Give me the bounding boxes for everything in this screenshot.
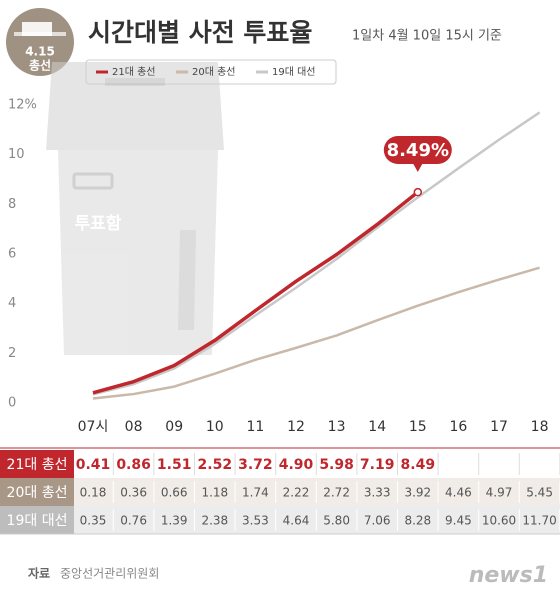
- x-tick-label: 16: [449, 419, 467, 435]
- legend-label: 19대 대선: [272, 66, 316, 78]
- y-tick-label: 2: [8, 346, 16, 361]
- x-tick-label: 10: [206, 419, 224, 435]
- table-row-label: 20대 총선: [7, 485, 68, 501]
- y-tick-label: 12%: [8, 98, 37, 113]
- table-row-bg: [0, 506, 560, 534]
- table-row-label: 21대 총선: [7, 457, 68, 473]
- ballot-box: 투표함: [46, 62, 224, 355]
- x-tick-label: 08: [125, 419, 143, 435]
- table-cell: 2.72: [323, 486, 350, 500]
- table-cell: 2.38: [201, 514, 228, 528]
- callout-pointer: [412, 163, 423, 172]
- chart-subtitle: 1일차 4월 10일 15시 기준: [352, 29, 502, 44]
- table-cell: 10.60: [482, 514, 516, 528]
- series-line: [92, 266, 540, 400]
- table-cell: 7.06: [364, 514, 391, 528]
- table-cell: 4.97: [486, 486, 513, 500]
- y-tick-label: 8: [8, 197, 16, 212]
- y-tick-label: 4: [8, 296, 16, 311]
- table-cell: 11.70: [522, 514, 556, 528]
- series-line: [92, 111, 541, 396]
- table-cell: 0.76: [120, 514, 147, 528]
- x-tick-label: 18: [531, 419, 549, 435]
- table-cell: 9.45: [445, 514, 472, 528]
- series-line: [92, 190, 419, 395]
- x-tick-label: 12: [287, 419, 305, 435]
- chart-title: 시간대별 사전 투표율: [88, 18, 312, 47]
- legend-label: 21대 총선: [112, 66, 156, 78]
- table-row-bg: [0, 450, 560, 478]
- y-tick-label: 10: [8, 147, 25, 162]
- table-cell: 5.45: [526, 486, 553, 500]
- table-cell: 5.98: [319, 457, 354, 473]
- table-cell: 1.18: [201, 486, 228, 500]
- legend-label: 20대 총선: [192, 66, 236, 78]
- table-cell: 1.74: [242, 486, 269, 500]
- badge: 4.15 총선: [6, 8, 74, 76]
- table-cell: 1.39: [161, 514, 188, 528]
- point-marker: [413, 187, 423, 197]
- table-row-head: [0, 478, 74, 506]
- table-cell: 2.22: [283, 486, 310, 500]
- x-tick-label: 14: [368, 419, 386, 435]
- x-tick-label: 13: [328, 419, 346, 435]
- logo: news1: [469, 563, 548, 588]
- x-tick-label: 17: [490, 419, 508, 435]
- table-cell: 0.35: [80, 514, 107, 528]
- table-row-label: 19대 대선: [7, 513, 68, 529]
- x-tick-label: 09: [165, 419, 183, 435]
- table-cell: 4.46: [445, 486, 472, 500]
- badge-text: 4.15: [25, 45, 55, 59]
- table-cell: 0.36: [120, 486, 147, 500]
- ballot-box-side: [178, 230, 196, 330]
- source: 중앙선거관리위원회: [60, 567, 159, 581]
- table-cell: 8.28: [404, 514, 431, 528]
- table-cell: 3.53: [242, 514, 269, 528]
- table-cell: 1.51: [157, 457, 192, 473]
- table-cell: 5.80: [323, 514, 350, 528]
- ballot-box-body: [58, 150, 218, 355]
- y-tick-label: 6: [8, 247, 16, 262]
- table-cell: 4.64: [283, 514, 310, 528]
- table-cell: 0.86: [116, 457, 151, 473]
- table-cell: 0.66: [161, 486, 188, 500]
- callout-text: 8.49%: [387, 140, 449, 161]
- table-cell: 2.52: [198, 457, 233, 473]
- source-label: 자료: [28, 566, 50, 581]
- x-tick-label: 15: [409, 419, 427, 435]
- table-row-bg: [0, 478, 560, 506]
- callout-box: [383, 136, 452, 164]
- x-tick-label: 11: [246, 419, 264, 435]
- table-cell: 3.92: [404, 486, 431, 500]
- table-cell: 3.72: [238, 457, 273, 473]
- table-cell: 4.90: [279, 457, 314, 473]
- ballot-box-handle: [72, 172, 114, 190]
- table-cell: 7.19: [360, 457, 395, 473]
- y-tick-label: 0: [8, 396, 16, 411]
- table-cell: 0.18: [80, 486, 107, 500]
- ballot-box-label: 투표함: [75, 213, 122, 234]
- ballot-box-lid: [46, 62, 224, 150]
- x-tick-label: 07시: [78, 419, 109, 435]
- badge-icon-slot: [14, 32, 66, 36]
- table-cell: 0.41: [76, 457, 111, 473]
- badge-sub: 총선: [29, 58, 51, 73]
- table-cell: 3.33: [364, 486, 391, 500]
- table-cell: 8.49: [401, 457, 436, 473]
- ballot-box-slot: [105, 78, 165, 86]
- table-row-head: [0, 450, 74, 478]
- table-row-head: [0, 506, 74, 534]
